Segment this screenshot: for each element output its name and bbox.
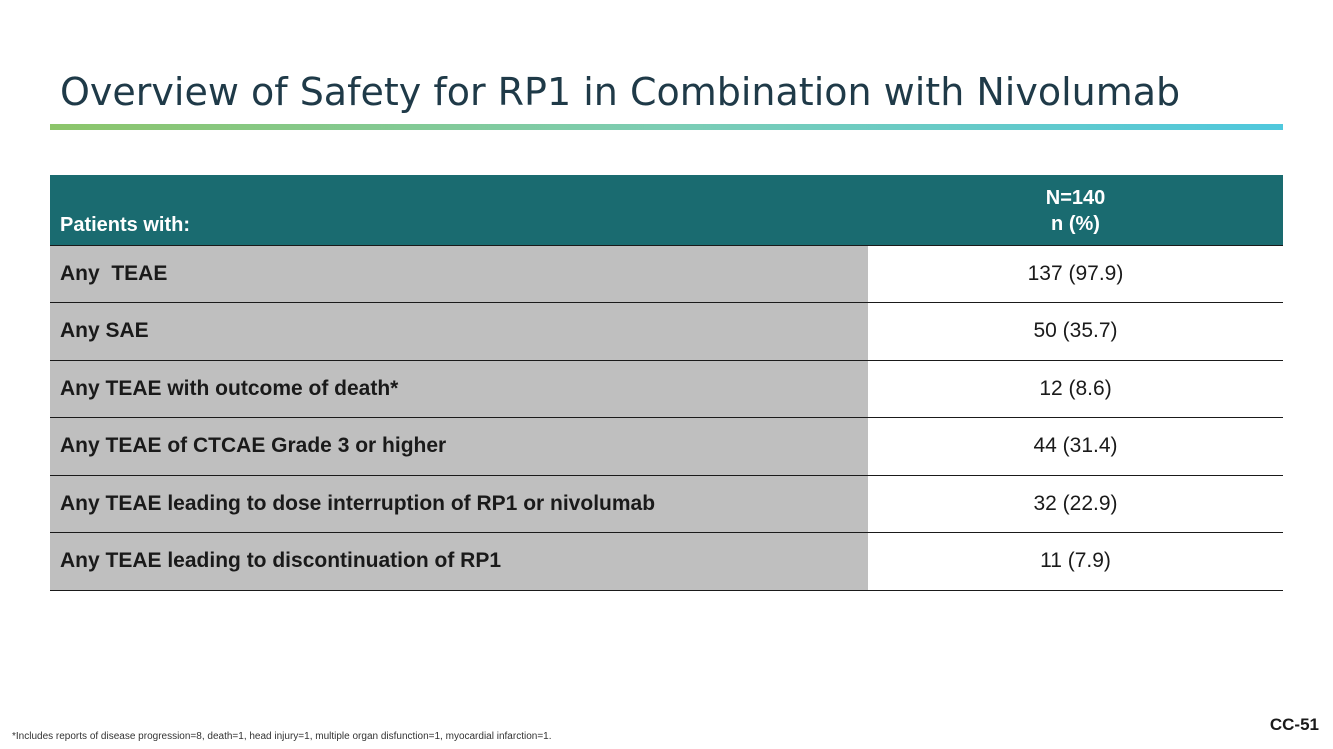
row-label: Any TEAE leading to dose interruption of… — [50, 474, 868, 533]
table-row: Any TEAE of CTCAE Grade 3 or higher 44 (… — [50, 417, 1283, 475]
table-row: Any SAE 50 (35.7) — [50, 302, 1283, 360]
slide-title: Overview of Safety for RP1 in Combinatio… — [60, 70, 1181, 114]
table-header-row: Patients with: N=140 n (%) — [50, 175, 1283, 245]
table-row: Any TEAE leading to discontinuation of R… — [50, 532, 1283, 591]
row-value: 11 (7.9) — [868, 532, 1283, 591]
title-divider — [50, 124, 1283, 130]
header-value: N=140 n (%) — [868, 175, 1283, 245]
header-n-total: N=140 — [1045, 186, 1106, 209]
row-label: Any SAE — [50, 302, 868, 360]
table-row: Any TEAE 137 (97.9) — [50, 244, 1283, 303]
row-value: 32 (22.9) — [868, 474, 1283, 533]
table-row: Any TEAE with outcome of death* 12 (8.6) — [50, 359, 1283, 418]
footnote: *Includes reports of disease progression… — [12, 731, 552, 742]
row-label: Any TEAE of CTCAE Grade 3 or higher — [50, 417, 868, 475]
row-value: 50 (35.7) — [868, 302, 1283, 360]
slide-number: CC-51 — [1269, 715, 1319, 734]
row-label: Any TEAE leading to discontinuation of R… — [50, 532, 868, 591]
row-label: Any TEAE — [50, 244, 868, 303]
table-row: Any TEAE leading to dose interruption of… — [50, 474, 1283, 533]
safety-table: Patients with: N=140 n (%) Any TEAE 137 … — [50, 175, 1283, 591]
row-value: 44 (31.4) — [868, 417, 1283, 475]
row-label: Any TEAE with outcome of death* — [50, 359, 868, 418]
header-n-percent: n (%) — [1051, 212, 1100, 235]
header-label: Patients with: — [50, 175, 868, 245]
row-value: 137 (97.9) — [868, 244, 1283, 303]
row-value: 12 (8.6) — [868, 359, 1283, 418]
